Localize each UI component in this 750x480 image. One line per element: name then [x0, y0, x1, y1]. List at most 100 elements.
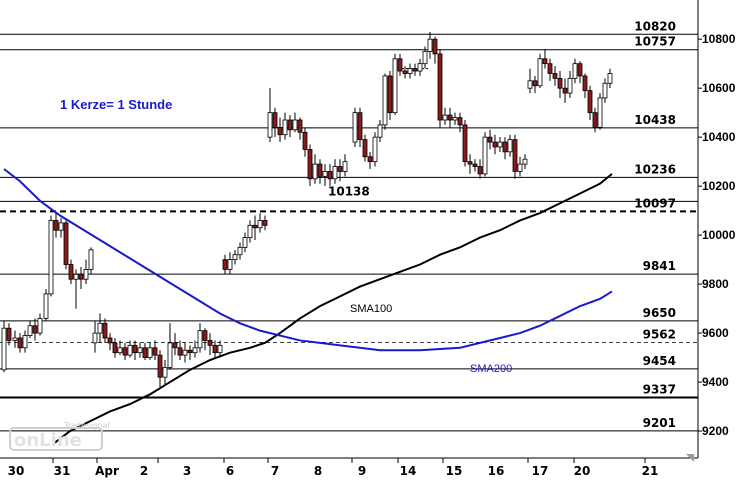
candle-body	[497, 141, 503, 148]
candle-body	[92, 332, 98, 344]
candle-body	[6, 327, 12, 341]
watermark-logo: onLine Tradesignal	[9, 421, 110, 451]
y-tick-label: 9600	[702, 326, 729, 340]
sma200-label: SMA200	[470, 363, 512, 375]
candle-body	[252, 224, 258, 229]
candle-body	[552, 73, 558, 79]
candle-body	[332, 166, 338, 180]
candle-body	[517, 163, 523, 172]
candle-body	[292, 119, 298, 131]
candle-body	[362, 139, 368, 158]
candle-body	[487, 136, 493, 143]
candle-body	[1, 327, 7, 371]
candle-body	[587, 90, 593, 114]
chart-grid	[0, 0, 699, 459]
candle-body	[432, 38, 438, 55]
candle-body	[312, 163, 318, 180]
y-tick-label: 9400	[702, 375, 729, 389]
candle-body	[227, 259, 233, 270]
candle-body	[427, 38, 433, 52]
candle-body	[352, 112, 358, 143]
candle-body	[78, 273, 84, 280]
x-tick-label: 15	[446, 464, 463, 478]
candle-body	[192, 347, 198, 354]
candle-body	[272, 112, 278, 128]
candle-body	[537, 58, 543, 87]
level-label-9650: 9650	[643, 306, 676, 320]
candle-body	[577, 63, 583, 77]
candle-body	[73, 273, 79, 280]
x-axis: 30 31 Apr 2 3 6 7 8 9 14 15 16 17 20 21	[8, 454, 694, 478]
x-tick-label: 20	[574, 464, 591, 478]
candle-body	[337, 166, 343, 172]
candle-body	[592, 112, 598, 128]
candle-body	[152, 347, 158, 356]
candle-body	[452, 117, 458, 121]
candle-body	[322, 171, 328, 177]
y-tick-label: 9200	[702, 424, 729, 438]
candle-body	[407, 68, 413, 74]
candle-body	[217, 344, 223, 354]
candle-body	[567, 77, 573, 94]
x-tick-label: 31	[54, 464, 71, 478]
candle-body	[157, 354, 163, 378]
candle-body	[167, 342, 173, 368]
candle-body	[392, 58, 398, 114]
candle-body	[377, 124, 383, 138]
candle-body	[492, 141, 498, 148]
candle-body	[187, 349, 193, 354]
level-label-10138: 10138	[328, 184, 370, 198]
candle-body	[267, 112, 273, 138]
x-tick-label: 7	[271, 464, 279, 478]
level-label-10438: 10438	[634, 113, 676, 127]
candle-body	[457, 117, 463, 126]
candle-body	[302, 131, 308, 150]
candle-body	[147, 347, 153, 358]
candle-body	[197, 330, 203, 349]
candle-body	[472, 163, 478, 167]
candle-body	[237, 246, 243, 256]
candle-body	[177, 347, 183, 356]
level-label-9562: 9562	[643, 327, 676, 341]
watermark-text: onLine	[14, 430, 82, 451]
candle-body	[22, 335, 28, 349]
candle-body	[317, 163, 323, 177]
level-label-9337: 9337	[643, 383, 676, 397]
candle-body	[63, 222, 69, 265]
candle-body	[437, 53, 443, 121]
level-label-10820: 10820	[634, 19, 676, 33]
candle-body	[507, 139, 513, 153]
level-label-10236: 10236	[634, 162, 676, 176]
candle-body	[527, 80, 533, 89]
candle-body	[532, 80, 538, 87]
candle-body	[547, 63, 553, 74]
candle-body	[282, 119, 288, 136]
candle-body	[572, 63, 578, 79]
candle-body	[382, 75, 388, 126]
candle-body	[88, 249, 94, 270]
candle-body	[58, 222, 64, 231]
candle-body	[482, 136, 488, 175]
candle-body	[417, 63, 423, 72]
scroll-arrow-icon[interactable]	[686, 454, 694, 462]
candle-body	[32, 325, 38, 334]
candle-body	[542, 58, 548, 65]
candle-body	[307, 149, 313, 180]
candle-body	[242, 237, 248, 248]
candle-body	[107, 337, 113, 344]
candle-body	[212, 344, 218, 354]
moving-averages	[3, 168, 613, 445]
horizontal-levels: 10820 10757 10438 10236 10138 10097 9841 9650 95…	[0, 19, 698, 432]
candle-body	[12, 337, 18, 341]
candle-period-annotation: 1 Kerze= 1 Stunde	[60, 97, 172, 112]
y-tick-label: 9800	[702, 277, 729, 291]
x-tick-label: 3	[183, 464, 191, 478]
candle-body	[412, 68, 418, 72]
candle-body	[477, 166, 483, 175]
candle-body	[247, 224, 253, 238]
candle-body	[142, 347, 148, 358]
y-tick-label: 10400	[702, 130, 736, 144]
candle-body	[222, 259, 228, 270]
x-tick-label: 17	[532, 464, 549, 478]
